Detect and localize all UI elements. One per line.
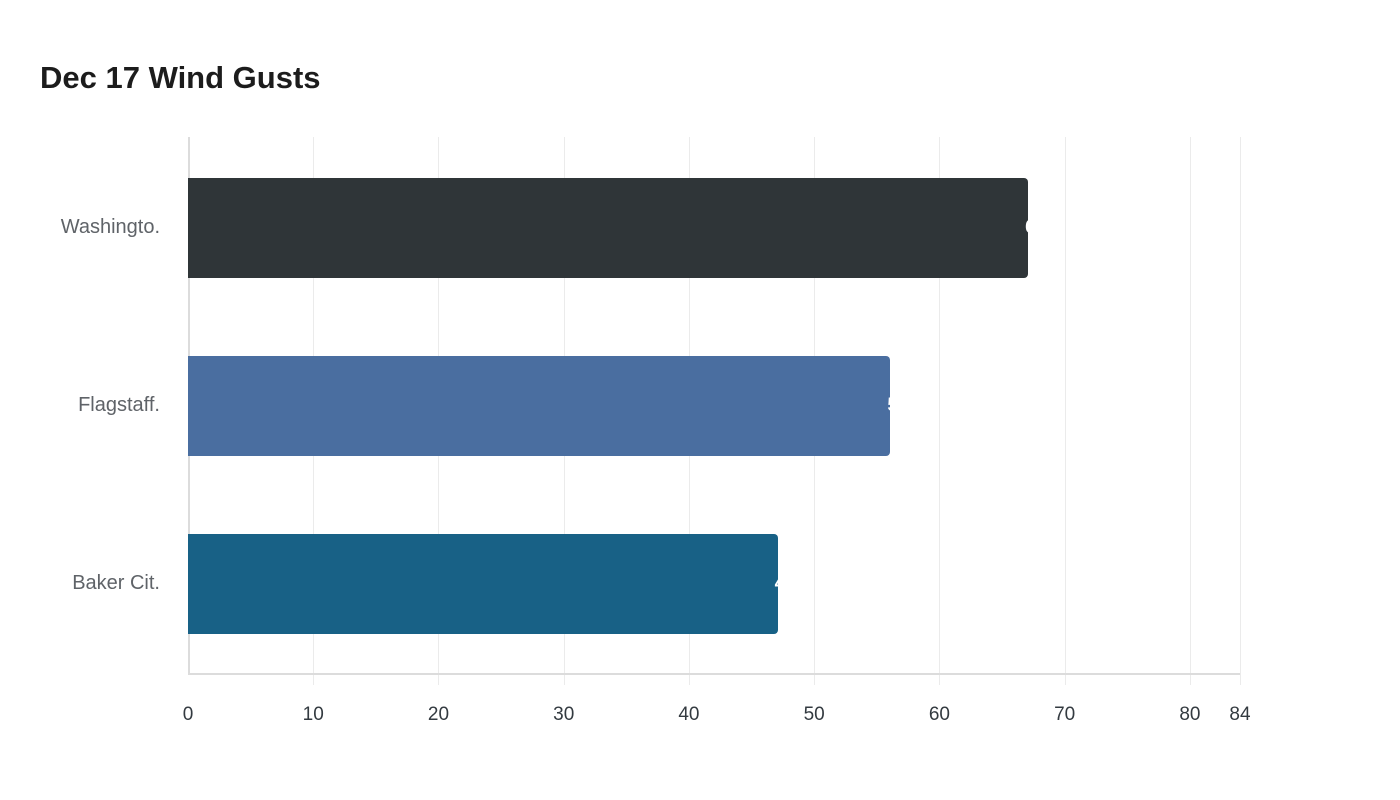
x-tick-label: 70 bbox=[1054, 704, 1076, 725]
category-label: Washingto. bbox=[60, 216, 160, 238]
bar[interactable]: 56 bbox=[188, 356, 908, 456]
bar[interactable]: 47 bbox=[188, 534, 796, 634]
x-axis-line bbox=[188, 673, 1240, 675]
x-tick-label: 20 bbox=[427, 704, 450, 725]
x-tick-label: 30 bbox=[553, 704, 575, 725]
category-label: Flagstaff. bbox=[78, 394, 160, 416]
gridline bbox=[1189, 137, 1191, 685]
x-tick-label: 80 bbox=[1179, 704, 1201, 725]
gridline bbox=[1240, 137, 1241, 685]
plot-area: 67 56 47 bbox=[188, 137, 1241, 685]
x-tick-label: 10 bbox=[302, 704, 324, 725]
x-tick-label: 40 bbox=[678, 704, 700, 725]
bar-value-label: 47 bbox=[774, 573, 796, 594]
bar-value-label: 56 bbox=[887, 395, 909, 416]
x-tick-label: 0 bbox=[182, 704, 194, 725]
x-tick-label: 84 bbox=[1229, 704, 1251, 725]
bar[interactable]: 67 bbox=[188, 178, 1046, 278]
chart-title: Dec 17 Wind Gusts bbox=[40, 60, 321, 95]
x-tick-label: 50 bbox=[803, 704, 825, 725]
category-label: Baker Cit. bbox=[72, 572, 160, 594]
gridline bbox=[939, 137, 941, 685]
bar-value-label: 67 bbox=[1025, 217, 1047, 238]
gridline bbox=[1064, 137, 1066, 685]
x-tick-label: 60 bbox=[928, 704, 950, 725]
